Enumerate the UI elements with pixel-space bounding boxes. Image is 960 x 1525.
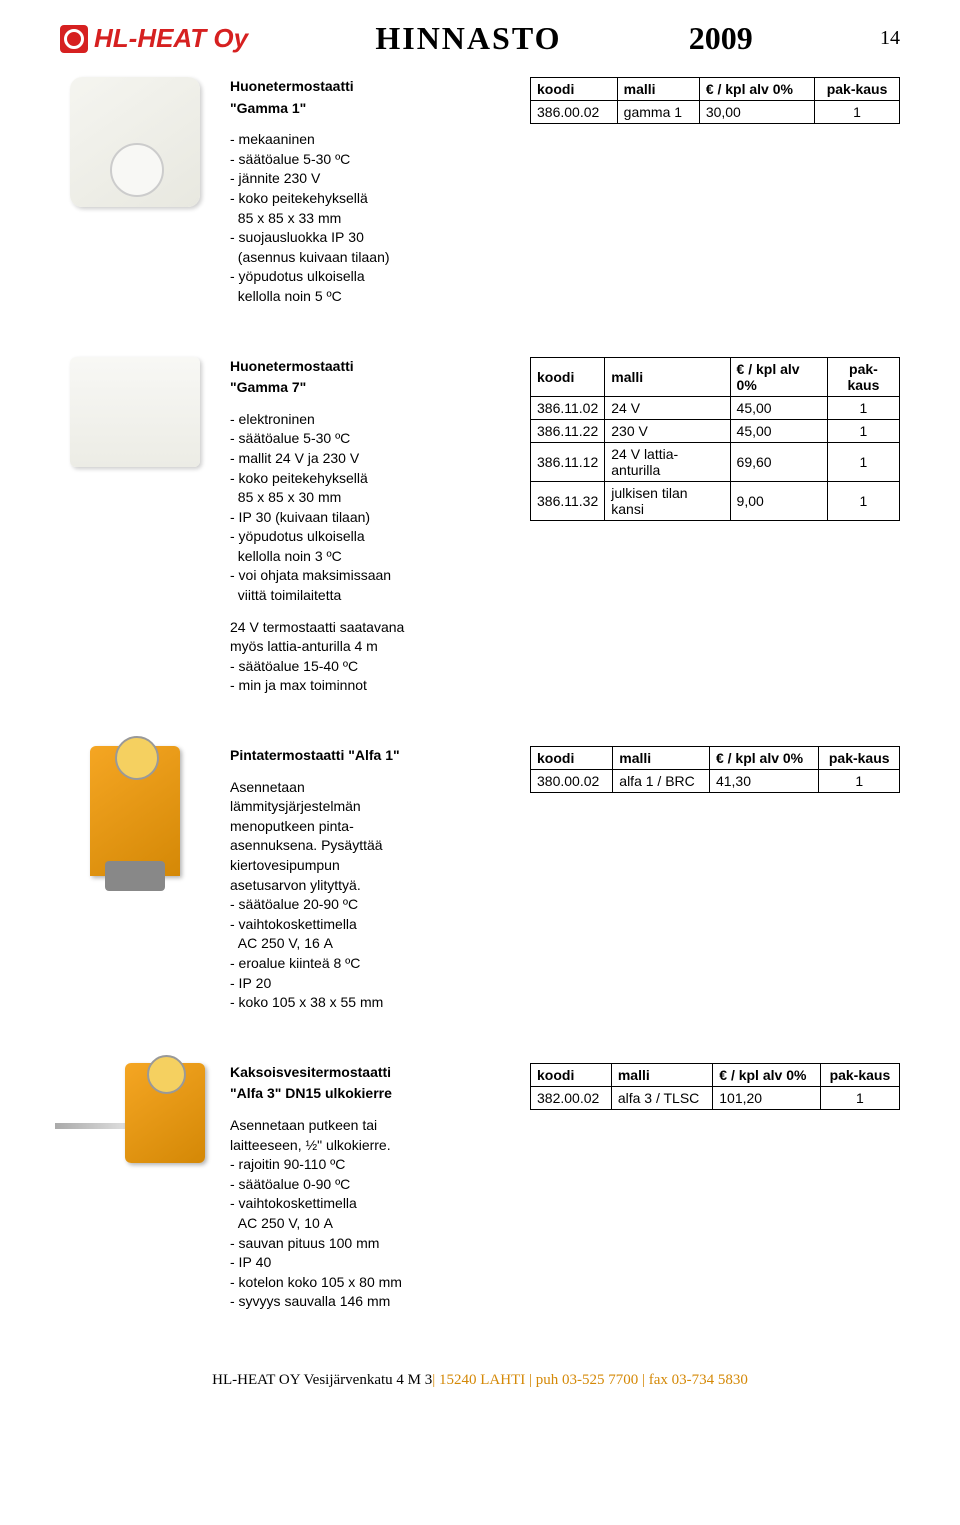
th-pak: pak-kaus bbox=[820, 1063, 899, 1086]
cell-koodi: 386.00.02 bbox=[531, 101, 618, 124]
section-alfa3: Kaksoisvesitermostaatti "Alfa 3" DN15 ul… bbox=[60, 1063, 900, 1312]
th-price: € / kpl alv 0% bbox=[730, 357, 827, 396]
cell-price: 101,20 bbox=[713, 1086, 821, 1109]
page-header: HL-HEAT Oy HINNASTO 2009 14 bbox=[60, 20, 900, 57]
cell-pak: 1 bbox=[827, 481, 899, 520]
cell-price: 45,00 bbox=[730, 419, 827, 442]
section-gamma1: Huonetermostaatti "Gamma 1" - mekaaninen… bbox=[60, 77, 900, 307]
cell-malli: alfa 3 / TLSC bbox=[611, 1086, 712, 1109]
table-row: 386.11.22 230 V 45,00 1 bbox=[531, 419, 900, 442]
product-image-alfa3 bbox=[60, 1063, 210, 1173]
th-price: € / kpl alv 0% bbox=[713, 1063, 821, 1086]
cell-koodi: 386.11.12 bbox=[531, 442, 605, 481]
cell-malli: julkisen tilan kansi bbox=[605, 481, 730, 520]
table-row: 386.11.12 24 V lattia-anturilla 69,60 1 bbox=[531, 442, 900, 481]
table-alfa3: koodi malli € / kpl alv 0% pak-kaus 382.… bbox=[530, 1063, 900, 1110]
desc-alfa3: Kaksoisvesitermostaatti "Alfa 3" DN15 ul… bbox=[230, 1063, 510, 1312]
th-price: € / kpl alv 0% bbox=[709, 747, 818, 770]
cell-koodi: 386.11.02 bbox=[531, 396, 605, 419]
cell-koodi: 382.00.02 bbox=[531, 1086, 612, 1109]
logo: HL-HEAT Oy bbox=[60, 23, 248, 54]
section-alfa1: Pintatermostaatti "Alfa 1" Asennetaanläm… bbox=[60, 746, 900, 1013]
footer-company: HL-HEAT OY Vesijärvenkatu 4 M 3 bbox=[212, 1372, 432, 1388]
section-gamma7: Huonetermostaatti "Gamma 7" - elektronin… bbox=[60, 357, 900, 697]
table-gamma1: koodi malli € / kpl alv 0% pak-kaus 386.… bbox=[530, 77, 900, 124]
cell-koodi: 386.11.22 bbox=[531, 419, 605, 442]
logo-text: HL-HEAT Oy bbox=[94, 23, 248, 54]
th-pak: pak-kaus bbox=[819, 747, 900, 770]
cell-koodi: 380.00.02 bbox=[531, 770, 613, 793]
th-malli: malli bbox=[605, 357, 730, 396]
gamma1-title: Huonetermostaatti bbox=[230, 77, 510, 97]
cell-malli: alfa 1 / BRC bbox=[613, 770, 710, 793]
cell-malli: 24 V bbox=[605, 396, 730, 419]
cell-pak: 1 bbox=[827, 442, 899, 481]
page-number: 14 bbox=[880, 27, 900, 50]
table-row: 386.00.02 gamma 1 30,00 1 bbox=[531, 101, 900, 124]
th-malli: malli bbox=[617, 78, 699, 101]
product-image-gamma1 bbox=[60, 77, 210, 207]
alfa3-desc: Asennetaan putkeen tailaitteeseen, ½" ul… bbox=[230, 1116, 510, 1312]
alfa1-desc: Asennetaanlämmitysjärjestelmänmenoputkee… bbox=[230, 778, 510, 1013]
cell-pak: 1 bbox=[820, 1086, 899, 1109]
table-gamma7: koodi malli € / kpl alv 0% pak-kaus 386.… bbox=[530, 357, 900, 521]
cell-price: 45,00 bbox=[730, 396, 827, 419]
alfa3-name: "Alfa 3" DN15 ulkokierre bbox=[230, 1084, 510, 1104]
th-pak: pak-kaus bbox=[827, 357, 899, 396]
table-row: 380.00.02 alfa 1 / BRC 41,30 1 bbox=[531, 770, 900, 793]
gamma1-bullets: - mekaaninen- säätöalue 5-30 ºC- jännite… bbox=[230, 130, 510, 306]
cell-pak: 1 bbox=[815, 101, 900, 124]
desc-gamma7: Huonetermostaatti "Gamma 7" - elektronin… bbox=[230, 357, 510, 697]
desc-alfa1: Pintatermostaatti "Alfa 1" Asennetaanläm… bbox=[230, 746, 510, 1013]
th-koodi: koodi bbox=[531, 357, 605, 396]
page-footer: HL-HEAT OY Vesijärvenkatu 4 M 3| 15240 L… bbox=[60, 1362, 900, 1389]
th-koodi: koodi bbox=[531, 747, 613, 770]
alfa1-title: Pintatermostaatti "Alfa 1" bbox=[230, 746, 510, 766]
cell-price: 41,30 bbox=[709, 770, 818, 793]
cell-koodi: 386.11.32 bbox=[531, 481, 605, 520]
gamma7-bullets: - elektroninen- säätöalue 5-30 ºC- malli… bbox=[230, 410, 510, 606]
table-row: 386.11.02 24 V 45,00 1 bbox=[531, 396, 900, 419]
table-alfa1: koodi malli € / kpl alv 0% pak-kaus 380.… bbox=[530, 746, 900, 793]
cell-price: 9,00 bbox=[730, 481, 827, 520]
cell-malli: 230 V bbox=[605, 419, 730, 442]
gamma7-extra: 24 V termostaatti saatavanamyös lattia-a… bbox=[230, 618, 510, 696]
table-row: 382.00.02 alfa 3 / TLSC 101,20 1 bbox=[531, 1086, 900, 1109]
th-malli: malli bbox=[611, 1063, 712, 1086]
alfa3-title: Kaksoisvesitermostaatti bbox=[230, 1063, 510, 1083]
gamma7-name: "Gamma 7" bbox=[230, 378, 510, 398]
cell-malli: 24 V lattia-anturilla bbox=[605, 442, 730, 481]
product-image-gamma7 bbox=[60, 357, 210, 467]
cell-price: 30,00 bbox=[699, 101, 814, 124]
th-koodi: koodi bbox=[531, 1063, 612, 1086]
desc-gamma1: Huonetermostaatti "Gamma 1" - mekaaninen… bbox=[230, 77, 510, 307]
th-malli: malli bbox=[613, 747, 710, 770]
th-price: € / kpl alv 0% bbox=[699, 78, 814, 101]
product-image-alfa1 bbox=[60, 746, 210, 876]
cell-price: 69,60 bbox=[730, 442, 827, 481]
cell-pak: 1 bbox=[827, 419, 899, 442]
cell-malli: gamma 1 bbox=[617, 101, 699, 124]
table-row: 386.11.32 julkisen tilan kansi 9,00 1 bbox=[531, 481, 900, 520]
logo-icon bbox=[60, 25, 88, 53]
th-koodi: koodi bbox=[531, 78, 618, 101]
footer-address: | 15240 LAHTI | puh 03-525 7700 | fax 03… bbox=[432, 1372, 748, 1388]
cell-pak: 1 bbox=[819, 770, 900, 793]
doc-title: HINNASTO bbox=[375, 20, 561, 57]
cell-pak: 1 bbox=[827, 396, 899, 419]
th-pak: pak-kaus bbox=[815, 78, 900, 101]
doc-year: 2009 bbox=[689, 20, 753, 57]
gamma7-title: Huonetermostaatti bbox=[230, 357, 510, 377]
gamma1-name: "Gamma 1" bbox=[230, 99, 510, 119]
